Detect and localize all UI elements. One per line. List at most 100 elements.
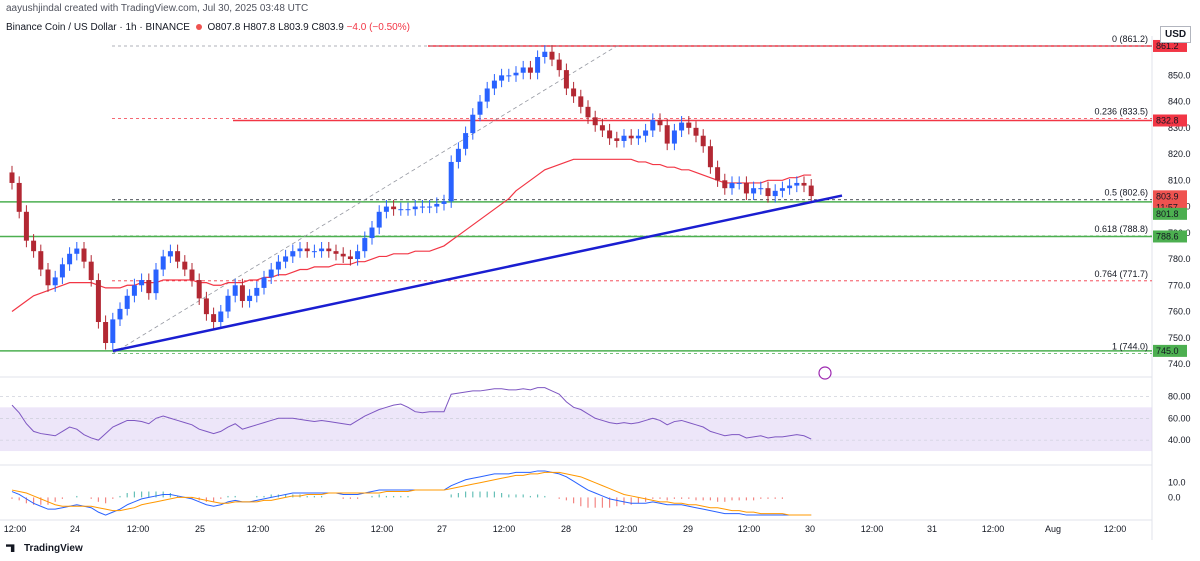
price-label-box — [1153, 344, 1187, 357]
candle-body — [67, 253, 73, 265]
candle-body — [268, 269, 274, 278]
price-label-box — [1153, 230, 1187, 243]
candle-body — [491, 80, 497, 89]
ohlc-open: O807.8 — [207, 22, 241, 33]
macd-tick-label: 10.0 — [1168, 478, 1186, 488]
x-tick-label: 28 — [561, 524, 571, 534]
candle-body — [563, 70, 569, 89]
x-tick-label: 12:00 — [615, 524, 638, 534]
candle-body — [664, 125, 670, 144]
candle-body — [650, 119, 656, 131]
candle-body — [765, 188, 771, 197]
price-label-text: 745.0 — [1156, 346, 1179, 356]
y-tick-label: 820.0 — [1168, 149, 1191, 159]
candle-body — [59, 264, 65, 278]
candle-body — [347, 256, 353, 260]
candle-body — [398, 209, 404, 211]
x-tick-label: 12:00 — [861, 524, 884, 534]
candle-body — [614, 138, 620, 141]
candle-body — [585, 106, 591, 118]
candle-body — [110, 319, 116, 344]
fib-anchor-line — [112, 45, 618, 354]
candle-body — [743, 182, 749, 194]
y-tick-label: 770.0 — [1168, 280, 1191, 290]
fib-level-label: 0.618 (788.8) — [1094, 224, 1148, 234]
moving-average-line — [11, 158, 812, 313]
candle-body — [549, 51, 555, 60]
candle-body — [463, 133, 469, 149]
candle-body — [419, 206, 425, 208]
candle-body — [715, 167, 721, 181]
y-tick-label: 840.0 — [1168, 97, 1191, 107]
candle-body — [319, 248, 325, 252]
candle-body — [751, 188, 757, 194]
candle-body — [304, 248, 310, 252]
candle-body — [427, 206, 433, 208]
y-tick-label: 750.0 — [1168, 333, 1191, 343]
candle-body — [38, 251, 44, 270]
rsi-tick-label: 40.00 — [1168, 435, 1191, 445]
candle-body — [23, 211, 29, 241]
price-label-box — [1153, 207, 1187, 220]
candle-body — [175, 251, 181, 262]
candle-body — [376, 211, 382, 228]
candle-body — [9, 172, 15, 183]
x-tick-label: 12:00 — [371, 524, 394, 534]
y-tick-label: 830.0 — [1168, 123, 1191, 133]
candle-body — [628, 135, 634, 139]
candle-body — [787, 185, 793, 189]
candle-body — [203, 298, 209, 315]
candle-body — [448, 161, 454, 202]
x-tick-label: 30 — [805, 524, 815, 534]
x-tick-label: 12:00 — [127, 524, 150, 534]
candle-body — [211, 314, 217, 323]
currency-label[interactable]: USD — [1160, 26, 1192, 43]
macd-signal-line — [11, 471, 812, 516]
candle-body — [607, 130, 613, 139]
price-label-text: 11:57 — [1156, 202, 1178, 212]
trend-line — [112, 194, 843, 353]
candle-body — [124, 295, 130, 309]
candle-body — [167, 251, 173, 257]
candle-body — [527, 67, 533, 73]
candle-body — [131, 285, 137, 296]
candle-body — [729, 182, 735, 189]
candle-body — [592, 117, 598, 126]
candle-body — [758, 188, 764, 190]
candle-body — [679, 122, 685, 131]
tradingview-brand: TradingView — [6, 543, 83, 554]
candle-body — [736, 182, 742, 184]
price-label-text: 832.8 — [1156, 115, 1179, 125]
candle-body — [808, 185, 814, 197]
candle-body — [484, 88, 490, 102]
candle-body — [391, 206, 397, 210]
candle-body — [182, 261, 188, 270]
status-dot-icon — [195, 24, 202, 31]
candle-body — [139, 280, 145, 286]
candle-body — [160, 256, 166, 270]
candle-body — [693, 127, 699, 136]
x-tick-label: 12:00 — [4, 524, 27, 534]
candle-body — [261, 277, 267, 288]
candle-body — [81, 248, 87, 262]
tradingview-logo-icon — [6, 544, 15, 553]
x-tick-label: 12:00 — [982, 524, 1005, 534]
candle-body — [643, 130, 649, 136]
candle-body — [146, 280, 152, 294]
x-tick-label: 24 — [70, 524, 80, 534]
macd-line — [11, 470, 812, 516]
candle-body — [722, 180, 728, 189]
candle-body — [297, 248, 303, 252]
rsi-tick-label: 60.00 — [1168, 413, 1191, 423]
rsi-band — [0, 407, 1152, 452]
brand-text: TradingView — [24, 543, 83, 554]
x-tick-label: Aug — [1045, 524, 1061, 534]
symbol-title[interactable]: Binance Coin / US Dollar · 1h · BINANCE — [6, 22, 190, 33]
candle-body — [362, 238, 368, 252]
candle-body — [283, 256, 289, 262]
candle-body — [801, 182, 807, 186]
x-tick-label: 25 — [195, 524, 205, 534]
candle-body — [772, 190, 778, 197]
candle-body — [477, 101, 483, 115]
